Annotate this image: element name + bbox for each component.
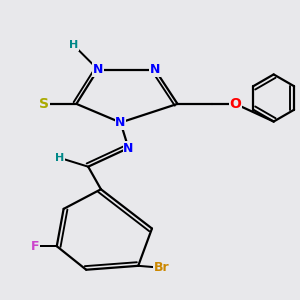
Text: N: N xyxy=(93,63,103,76)
Text: N: N xyxy=(123,142,134,154)
Text: Br: Br xyxy=(154,261,170,274)
Text: F: F xyxy=(31,240,39,253)
Text: H: H xyxy=(69,40,78,50)
Text: S: S xyxy=(39,97,49,111)
Text: H: H xyxy=(55,153,64,163)
Text: O: O xyxy=(230,97,241,111)
Text: N: N xyxy=(116,116,126,129)
Text: N: N xyxy=(150,63,160,76)
